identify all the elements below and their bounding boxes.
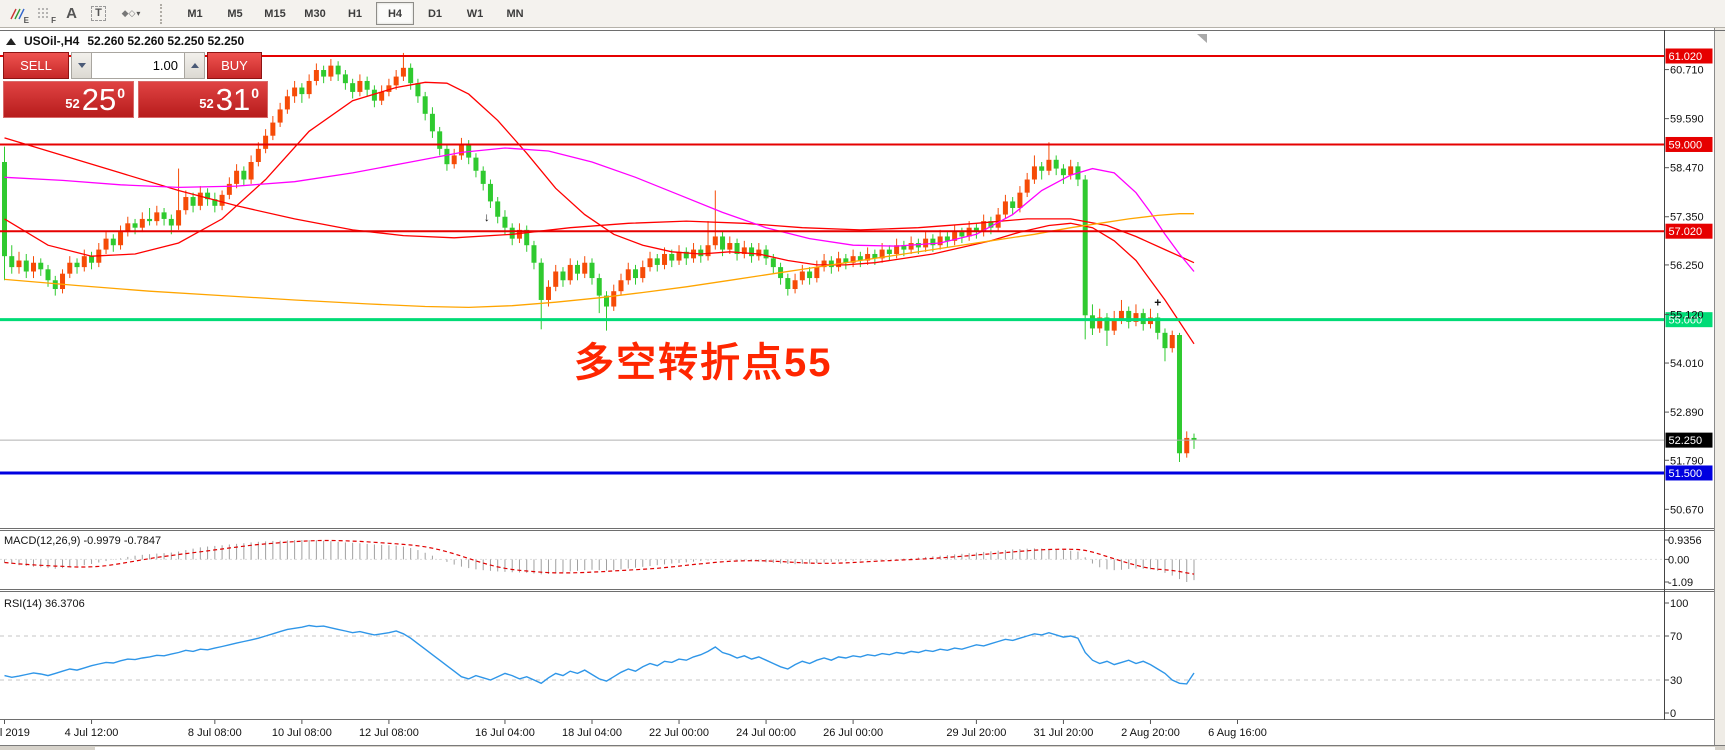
svg-text:56.250: 56.250 bbox=[1670, 260, 1704, 272]
svg-text:26 Jul 00:00: 26 Jul 00:00 bbox=[823, 727, 883, 739]
top-toolbar: E F A T ◆◇ ▾ M1 M5 M15 M30 H1 H4 D1 W1 MN bbox=[0, 0, 1725, 28]
chart-object-marker: ↓ bbox=[484, 210, 490, 224]
svg-text:52.250: 52.250 bbox=[1669, 435, 1703, 447]
svg-text:8 Jul 08:00: 8 Jul 08:00 bbox=[188, 727, 242, 739]
svg-text:59.590: 59.590 bbox=[1670, 114, 1704, 126]
chevron-down-icon: ▾ bbox=[136, 9, 141, 18]
svg-text:50.670: 50.670 bbox=[1670, 504, 1704, 516]
timeframe-d1[interactable]: D1 bbox=[427, 7, 443, 20]
bid-price-display[interactable]: 52 25 0 bbox=[3, 81, 134, 118]
symbol-period-label: USOil-,H4 bbox=[24, 34, 80, 48]
svg-text:22 Jul 00:00: 22 Jul 00:00 bbox=[649, 727, 709, 739]
svg-text:51.500: 51.500 bbox=[1669, 468, 1703, 480]
svg-text:0.9356: 0.9356 bbox=[1668, 535, 1702, 547]
svg-text:10 Jul 08:00: 10 Jul 08:00 bbox=[272, 727, 332, 739]
toolbar-grip[interactable] bbox=[160, 3, 169, 24]
svg-text:0.00: 0.00 bbox=[1668, 554, 1689, 566]
price-axis: 60.710 59.590 58.470 57.350 56.250 55.120 54.0… bbox=[1664, 65, 1704, 516]
svg-text:100: 100 bbox=[1670, 598, 1688, 610]
svg-text:55.000: 55.000 bbox=[1669, 315, 1703, 327]
svg-text:12 Jul 08:00: 12 Jul 08:00 bbox=[359, 727, 419, 739]
svg-text:51.790: 51.790 bbox=[1670, 455, 1704, 467]
svg-text:70: 70 bbox=[1670, 631, 1682, 643]
buy-button[interactable]: BUY bbox=[207, 52, 262, 79]
svg-text:18 Jul 04:00: 18 Jul 04:00 bbox=[562, 727, 622, 739]
sell-button[interactable]: SELL bbox=[3, 52, 69, 79]
macd-panel: MACD(12,26,9) -0.9979 -0.7847 0.9356 0.00 -… bbox=[0, 535, 1702, 589]
objects-list-icon[interactable]: F bbox=[31, 2, 58, 25]
timeframe-w1[interactable]: W1 bbox=[466, 7, 484, 20]
timeframe-h4[interactable]: H4 bbox=[376, 2, 414, 25]
svg-text:61.020: 61.020 bbox=[1669, 51, 1703, 63]
svg-text:57.350: 57.350 bbox=[1670, 212, 1704, 224]
svg-text:59.000: 59.000 bbox=[1669, 139, 1703, 151]
current-price-line: 52.250 bbox=[0, 432, 1713, 448]
svg-text:2 Aug 20:00: 2 Aug 20:00 bbox=[1121, 727, 1180, 739]
timeframe-m15[interactable]: M15 bbox=[264, 7, 286, 20]
ma-orange bbox=[4, 213, 1194, 309]
svg-text:0: 0 bbox=[1670, 708, 1676, 720]
ma-fast-red bbox=[4, 81, 1195, 345]
triangle-up-icon bbox=[190, 63, 199, 68]
triangle-down-icon bbox=[77, 63, 86, 68]
svg-text:60.710: 60.710 bbox=[1670, 65, 1704, 77]
rsi-label: RSI(14) 36.3706 bbox=[4, 598, 85, 610]
svg-text:2 Jul 2019: 2 Jul 2019 bbox=[0, 727, 30, 739]
time-axis: 2 Jul 2019 4 Jul 12:00 8 Jul 08:00 10 Jul 0… bbox=[0, 720, 1267, 739]
macd-signal-line bbox=[4, 539, 1195, 575]
one-click-trade-panel: SELL BUY 52 25 0 52 31 0 bbox=[3, 52, 268, 118]
chart-object-marker: + bbox=[1154, 296, 1161, 310]
expand-quote-icon[interactable] bbox=[6, 37, 16, 45]
moving-average-lines bbox=[4, 81, 1195, 345]
svg-text:4 Jul 12:00: 4 Jul 12:00 bbox=[65, 727, 119, 739]
svg-text:24 Jul 00:00: 24 Jul 00:00 bbox=[736, 727, 796, 739]
rsi-panel: RSI(14) 36.3706 100 70 30 0 bbox=[0, 598, 1688, 720]
horizontal-level-lines: 61.020 59.000 57.020 55.000 51.500 bbox=[0, 48, 1713, 481]
macd-label: MACD(12,26,9) -0.9979 -0.7847 bbox=[4, 535, 161, 547]
ma-magenta bbox=[4, 147, 1195, 272]
chart-background bbox=[0, 30, 1714, 745]
panel-borders bbox=[0, 30, 1725, 720]
timeframe-group: M1 M5 M15 M30 H1 H4 D1 W1 MN bbox=[175, 2, 535, 25]
svg-text:6 Aug 16:00: 6 Aug 16:00 bbox=[1208, 727, 1267, 739]
svg-text:-1.09: -1.09 bbox=[1668, 577, 1693, 589]
indicators-icon[interactable]: E bbox=[4, 2, 31, 25]
right-panel-strip bbox=[1714, 28, 1725, 750]
ohlc-quotes: 52.260 52.260 52.250 52.250 bbox=[87, 34, 245, 48]
timeframe-m5[interactable]: M5 bbox=[227, 7, 243, 20]
timeframe-m1[interactable]: M1 bbox=[187, 7, 203, 20]
quote-bar: USOil-,H4 52.260 52.260 52.250 52.250 bbox=[6, 34, 252, 48]
chart-shift-marker-icon bbox=[1197, 34, 1207, 43]
volume-input[interactable] bbox=[92, 52, 184, 79]
volume-increase-button[interactable] bbox=[184, 52, 205, 79]
svg-text:29 Jul 20:00: 29 Jul 20:00 bbox=[946, 727, 1006, 739]
chart-annotation-text: 多空转折点55 bbox=[574, 341, 833, 385]
ask-price-display[interactable]: 52 31 0 bbox=[138, 81, 268, 118]
rsi-line bbox=[4, 624, 1195, 685]
bottom-window-strip bbox=[0, 745, 1725, 750]
timeframe-mn[interactable]: MN bbox=[506, 7, 524, 20]
shapes-icon[interactable]: ◆◇ ▾ bbox=[121, 8, 141, 18]
timeframe-h1[interactable]: H1 bbox=[347, 7, 363, 20]
svg-text:58.470: 58.470 bbox=[1670, 163, 1704, 175]
volume-decrease-button[interactable] bbox=[71, 52, 92, 79]
svg-text:54.010: 54.010 bbox=[1670, 358, 1704, 370]
svg-text:30: 30 bbox=[1670, 675, 1682, 687]
svg-text:31 Jul 20:00: 31 Jul 20:00 bbox=[1033, 727, 1093, 739]
svg-text:52.890: 52.890 bbox=[1670, 407, 1704, 419]
svg-text:55.120: 55.120 bbox=[1670, 309, 1704, 321]
text-box-icon[interactable]: T bbox=[85, 2, 112, 25]
ma-slow-red bbox=[4, 137, 1195, 264]
text-label-icon[interactable]: A bbox=[66, 5, 77, 22]
svg-text:16 Jul 04:00: 16 Jul 04:00 bbox=[475, 727, 535, 739]
svg-text:57.020: 57.020 bbox=[1669, 226, 1703, 238]
timeframe-m30[interactable]: M30 bbox=[304, 7, 326, 20]
